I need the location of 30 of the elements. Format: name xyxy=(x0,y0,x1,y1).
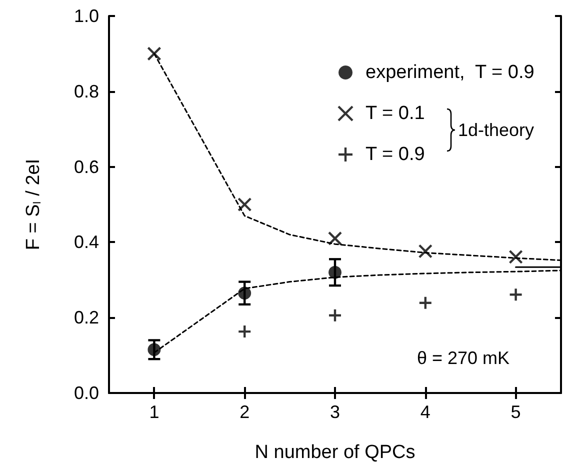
y-tick-label: 0.8 xyxy=(74,81,99,102)
x-tick-label: 4 xyxy=(420,402,430,422)
point xyxy=(328,308,342,322)
x-tick-label: 5 xyxy=(510,402,521,422)
point xyxy=(328,231,342,246)
legend-label: T = 0.9 xyxy=(366,144,425,165)
point xyxy=(238,197,252,212)
x-axis-title: N number of QPCs xyxy=(254,442,416,463)
annotation: θ = 270 mK xyxy=(417,348,510,368)
point xyxy=(418,296,432,310)
legend-label: experiment, T = 0.9 xyxy=(366,62,534,83)
x-tick-label: 3 xyxy=(330,402,340,422)
y-tick-label: 0.6 xyxy=(74,156,99,177)
point xyxy=(238,286,252,300)
y-tick-label: 0.4 xyxy=(74,232,99,252)
y-tick-label: 0.2 xyxy=(74,308,99,328)
annotation: 1d-theory xyxy=(458,120,534,140)
point xyxy=(148,343,161,356)
y-tick-label: 1.0 xyxy=(74,6,99,26)
point xyxy=(147,46,162,61)
point xyxy=(508,250,523,264)
y-tick-label: 0.0 xyxy=(74,383,99,403)
legend-label: T = 0.1 xyxy=(366,103,425,124)
point xyxy=(238,324,252,339)
x-tick-label: 1 xyxy=(149,402,160,422)
point xyxy=(328,266,342,279)
y-axis-title: F = SI / 2eI xyxy=(23,158,44,250)
x-tick-label: 2 xyxy=(240,402,250,422)
point xyxy=(418,244,432,258)
point xyxy=(508,288,523,302)
